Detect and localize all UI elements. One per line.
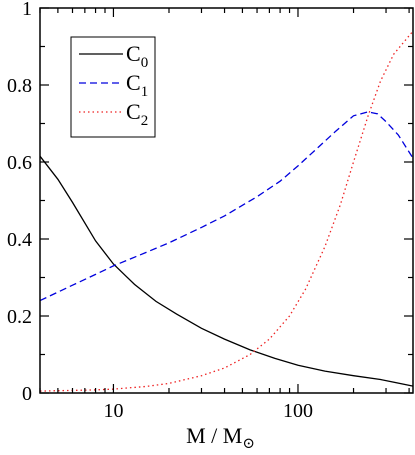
series-line-c0 — [39, 155, 414, 387]
series-line-c1 — [39, 111, 414, 302]
y-tick-label: 0.4 — [7, 229, 32, 251]
series-layer — [39, 30, 414, 392]
legend-label-c2: C2 — [126, 99, 148, 129]
y-tick-label: 0.6 — [7, 152, 32, 174]
legend-label-c1: C1 — [126, 70, 148, 100]
y-tick-label: 1 — [22, 0, 32, 20]
x-tick-label: 100 — [283, 400, 313, 422]
legend-label-c0: C0 — [126, 41, 148, 71]
y-tick-label: 0.2 — [7, 306, 32, 328]
x-axis-title-text: M / M — [186, 423, 242, 448]
x-axis-title: M / M⊙ — [186, 423, 255, 452]
y-tick-label: 0 — [22, 383, 32, 405]
ticks-layer: 10 100 0 0.2 0.4 0.6 0.8 1 — [7, 0, 413, 422]
y-tick-label: 0.8 — [7, 75, 32, 97]
x-tick-label: 10 — [103, 400, 123, 422]
sun-symbol: ⊙ — [242, 436, 255, 452]
